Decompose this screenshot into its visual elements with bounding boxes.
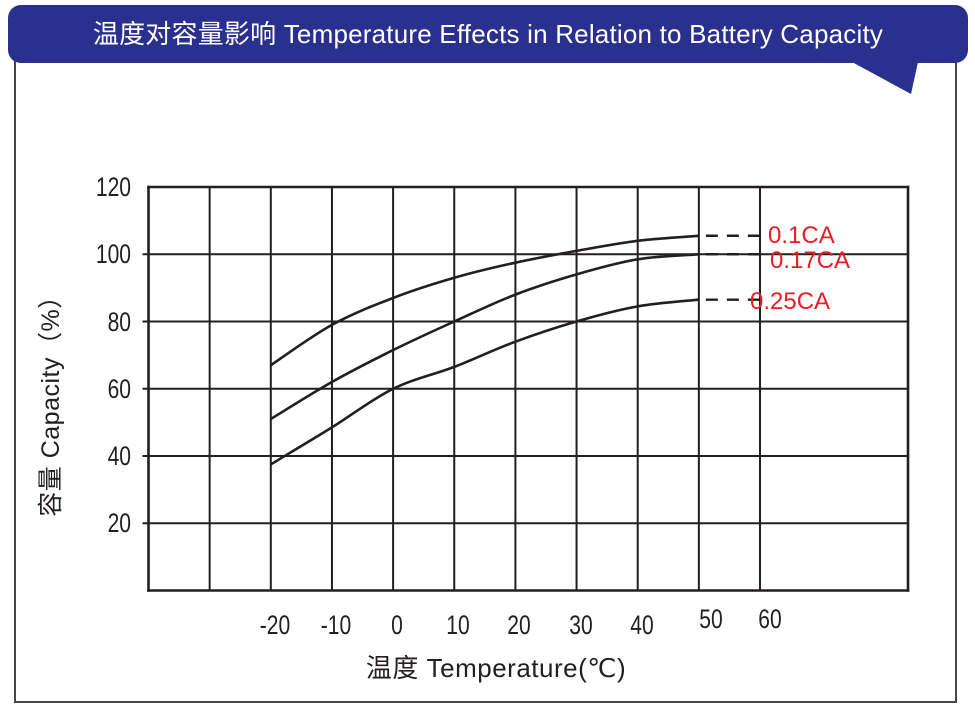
series-curve-0.1CA xyxy=(270,234,700,367)
y-tick-label: 120 xyxy=(95,172,131,202)
x-tick-label: 0 xyxy=(391,610,403,640)
y-tick-label: 20 xyxy=(107,508,131,539)
banner-tail xyxy=(852,62,918,94)
x-tick-label: 10 xyxy=(446,610,470,640)
x-tick-label: 60 xyxy=(758,604,782,634)
series-label-0.25ca: 0.25CA xyxy=(750,287,831,315)
x-axis-title: 温度 Temperature(℃) xyxy=(365,653,627,683)
series-label-0.1ca: 0.1CA xyxy=(768,221,835,249)
series-label-0.17ca: 0.17CA xyxy=(770,247,851,275)
page-border xyxy=(14,38,957,703)
x-tick-label: 40 xyxy=(629,610,654,640)
x-tick-label: 30 xyxy=(568,610,593,640)
y-tick-label: 60 xyxy=(107,373,131,404)
x-tick-label: -10 xyxy=(320,610,352,640)
x-tick-label: 20 xyxy=(507,610,532,640)
y-tick-label: 80 xyxy=(107,306,131,337)
y-tick-label: 100 xyxy=(95,239,131,270)
x-tick-label: 50 xyxy=(699,604,723,634)
title-banner: 温度对容量影响 Temperature Effects in Relation … xyxy=(8,5,968,63)
series-curve-0.25CA xyxy=(270,298,700,466)
y-tick-label: 40 xyxy=(107,441,131,471)
page-title: 温度对容量影响 Temperature Effects in Relation … xyxy=(92,19,884,49)
x-tick-label: -20 xyxy=(259,610,291,640)
y-axis-title: 容量 Capacity（%） xyxy=(37,283,65,517)
series-curve-0.17CA xyxy=(270,253,700,421)
